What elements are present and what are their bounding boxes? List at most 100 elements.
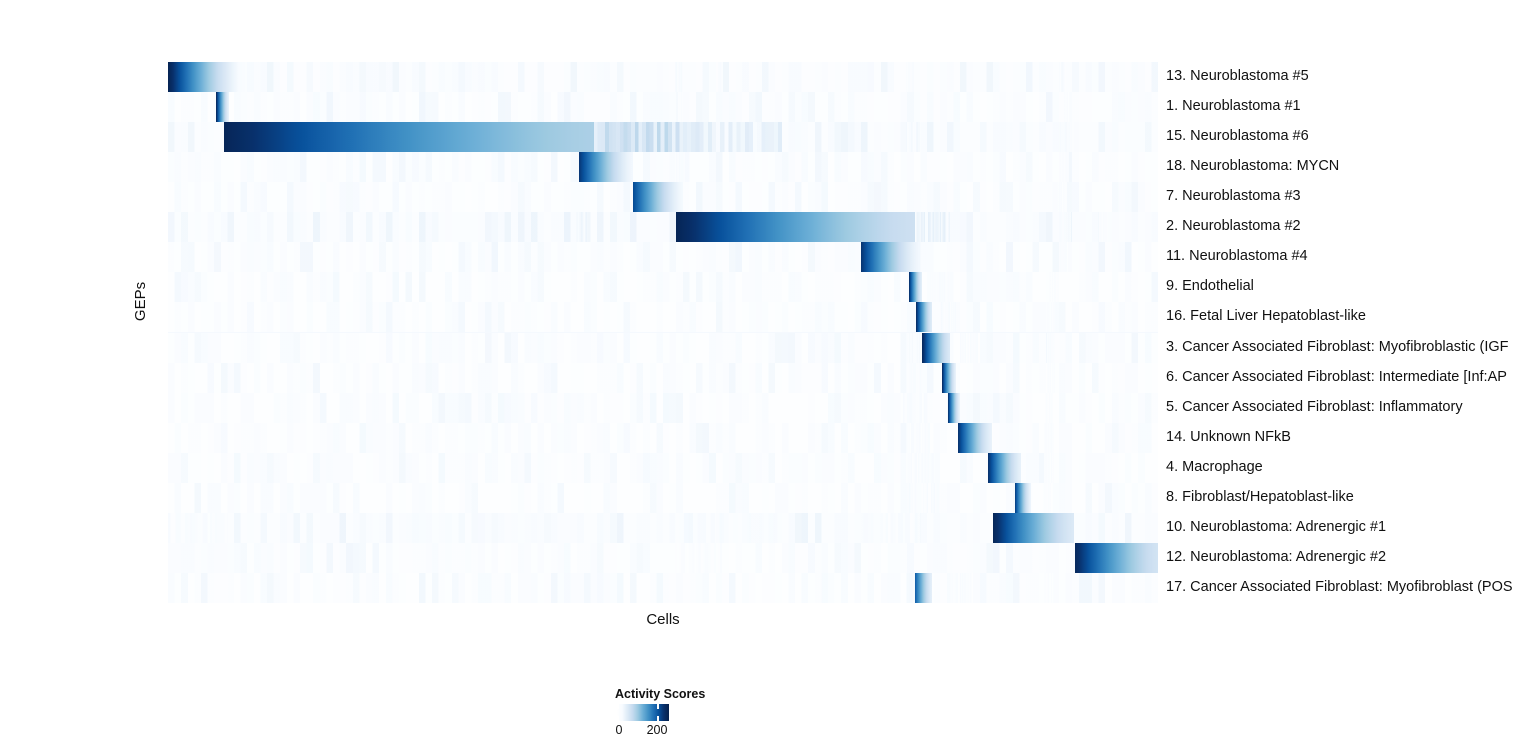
heatmap-secondary-patch (861, 512, 921, 543)
heatmap-activity-block (922, 332, 951, 363)
colorbar-gradient (617, 704, 669, 721)
heatmap-secondary-patch (682, 122, 782, 153)
heatmap-activity-block (168, 62, 246, 93)
heatmap-row (168, 362, 1158, 393)
colorbar-tick-label: 200 (646, 723, 668, 737)
heatmap-row-texture (168, 62, 1158, 93)
heatmap-activity-block (958, 422, 992, 453)
heatmap-row-label: 17. Cancer Associated Fibroblast: Myofib… (1166, 578, 1513, 595)
heatmap-secondary-patch (1059, 242, 1069, 273)
heatmap-row (168, 542, 1158, 573)
heatmap-row-label: 15. Neuroblastoma #6 (1166, 128, 1309, 145)
heatmap-secondary-patch (905, 452, 936, 483)
heatmap-row-texture (168, 92, 1158, 123)
heatmap-activity-block (578, 152, 634, 183)
heatmap-activity-block (908, 272, 923, 303)
heatmap-activity-block (987, 452, 1022, 483)
heatmap-row-label: 7. Neuroblastoma #3 (1166, 188, 1301, 205)
heatmap-activity-block (224, 122, 594, 153)
heatmap-secondary-patch (905, 122, 921, 153)
heatmap-activity-block (1074, 542, 1158, 573)
heatmap-activity-block (633, 182, 683, 213)
colorbar-tick-label: 0 (615, 723, 623, 737)
heatmap-secondary-patch (1059, 212, 1071, 243)
heatmap-row (168, 452, 1158, 483)
heatmap-secondary-patch (674, 512, 782, 543)
heatmap-row-label: 13. Neuroblastoma #5 (1166, 68, 1309, 85)
heatmap-row-label: 8. Fibroblast/Hepatoblast-like (1166, 488, 1354, 505)
heatmap-row-label: 11. Neuroblastoma #4 (1166, 248, 1308, 265)
heatmap-activity-block (992, 512, 1074, 543)
heatmap-activity-block (948, 392, 960, 423)
colorbar-title: Activity Scores (615, 687, 706, 701)
heatmap-secondary-patch (593, 122, 683, 153)
heatmap-secondary-patch (1059, 122, 1074, 153)
heatmap-secondary-patch (674, 62, 683, 93)
heatmap-secondary-patch (940, 302, 960, 333)
heatmap-row-texture (168, 482, 1158, 513)
heatmap-row-texture (168, 362, 1158, 393)
heatmap-secondary-patch (905, 572, 916, 603)
heatmap-row-texture (168, 572, 1158, 603)
heatmap-row-label: 6. Cancer Associated Fibroblast: Interme… (1166, 368, 1507, 385)
heatmap-secondary-patch (1063, 92, 1071, 123)
heatmap-row-label: 4. Macrophage (1166, 458, 1263, 475)
heatmap-secondary-patch (718, 62, 724, 93)
heatmap-secondary-patch (1045, 392, 1054, 423)
heatmap-activity-block (916, 302, 933, 333)
colorbar-legend: Activity Scores 0 200 (615, 687, 815, 739)
heatmap-row-texture (168, 422, 1158, 453)
heatmap-secondary-patch (905, 362, 923, 393)
heatmap-row (168, 512, 1158, 543)
heatmap-plot-area (168, 62, 1158, 603)
heatmap-row (168, 152, 1158, 183)
heatmap-secondary-patch (1047, 362, 1056, 393)
heatmap-row-labels: 13. Neuroblastoma #5 1. Neuroblastoma #1 1… (1166, 62, 1540, 603)
heatmap-activity-block (1015, 482, 1032, 513)
heatmap-secondary-patch (1057, 182, 1067, 213)
heatmap-row-texture (168, 542, 1158, 573)
heatmap-row (168, 392, 1158, 423)
heatmap-row-label: 12. Neuroblastoma: Adrenergic #2 (1166, 548, 1387, 565)
heatmap-row (168, 242, 1158, 273)
heatmap-row-label: 14. Unknown NFkB (1166, 428, 1291, 445)
heatmap-secondary-patch (905, 332, 921, 363)
heatmap-activity-block (215, 92, 230, 123)
heatmap-row (168, 482, 1158, 513)
heatmap-row (168, 272, 1158, 303)
heatmap-row (168, 212, 1158, 243)
heatmap-row-texture (168, 212, 1158, 243)
heatmap-secondary-patch (674, 152, 685, 183)
heatmap-secondary-patch (1043, 482, 1052, 513)
heatmap-secondary-patch (905, 422, 931, 453)
heatmap-activity-block (915, 572, 933, 603)
heatmap-secondary-patch (908, 482, 943, 513)
heatmap-row-label: 2. Neuroblastoma #2 (1166, 218, 1301, 235)
heatmap-secondary-patch (575, 212, 588, 243)
heatmap-row-texture (168, 272, 1158, 303)
heatmap-row (168, 332, 1158, 363)
heatmap-secondary-patch (905, 62, 913, 93)
heatmap-row-texture (168, 152, 1158, 183)
heatmap-secondary-patch (960, 332, 978, 363)
heatmap-row-label: 16. Fetal Liver Hepatoblast-like (1166, 308, 1366, 325)
heatmap-secondary-patch (1059, 152, 1069, 183)
heatmap-secondary-patch (1044, 422, 1055, 453)
heatmap-row-texture (168, 242, 1158, 273)
heatmap-row (168, 62, 1158, 93)
heatmap-secondary-patch (950, 572, 972, 603)
heatmap-row-label: 10. Neuroblastoma: Adrenergic #1 (1166, 518, 1387, 535)
heatmap-row-texture (168, 392, 1158, 423)
heatmap-secondary-patch (915, 212, 951, 243)
y-axis-title: GEPs (0, 0, 160, 603)
heatmap-activity-block (942, 362, 957, 393)
heatmap-activity-block (675, 212, 916, 243)
heatmap-row-label: 9. Endothelial (1166, 278, 1254, 295)
heatmap-row (168, 92, 1158, 123)
heatmap-secondary-patch (1047, 332, 1056, 363)
heatmap-secondary-patch (902, 392, 929, 423)
heatmap-secondary-patch (1098, 212, 1109, 243)
heatmap-secondary-patch (1044, 452, 1055, 483)
heatmap-row (168, 422, 1158, 453)
